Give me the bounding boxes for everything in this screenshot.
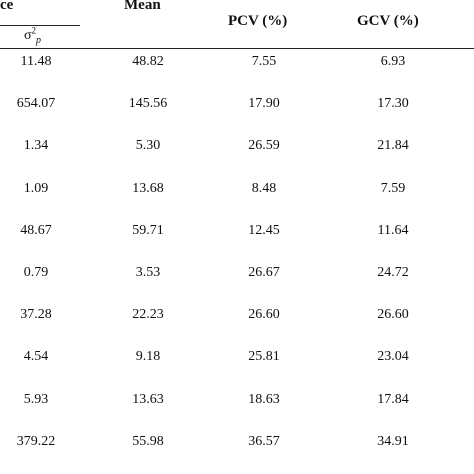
cell-variance: 4.54 xyxy=(23,349,49,364)
sigma-symbol: σ xyxy=(24,28,32,43)
cell-pcv: 8.48 xyxy=(251,181,277,196)
cell-variance: 1.34 xyxy=(23,138,49,153)
cell-variance: 1.09 xyxy=(23,181,49,196)
cell-pcv: 26.60 xyxy=(248,307,280,322)
header-sub-rule xyxy=(0,25,80,26)
cell-pcv: 12.45 xyxy=(248,223,280,238)
cell-mean: 55.98 xyxy=(132,434,164,449)
cell-variance: 37.28 xyxy=(20,307,52,322)
cell-pcv: 25.81 xyxy=(248,349,280,364)
cell-gcv: 11.64 xyxy=(377,223,409,238)
cell-mean: 13.63 xyxy=(132,392,164,407)
cell-gcv: 7.59 xyxy=(380,181,406,196)
cell-mean: 13.68 xyxy=(132,181,164,196)
cell-gcv: 21.84 xyxy=(377,138,409,153)
header-sigma-p: σ2p xyxy=(24,25,42,46)
cell-mean: 9.18 xyxy=(135,349,161,364)
cell-variance: 48.67 xyxy=(20,223,52,238)
cell-mean: 3.53 xyxy=(135,265,161,280)
cell-gcv: 34.91 xyxy=(377,434,409,449)
cell-mean: 59.71 xyxy=(132,223,164,238)
sigma-superscript: 2 xyxy=(31,25,37,36)
cell-pcv: 36.57 xyxy=(248,434,280,449)
cell-variance: 654.07 xyxy=(16,96,56,111)
header-mean: Mean xyxy=(124,0,161,13)
cell-pcv: 18.63 xyxy=(248,392,280,407)
cell-gcv: 24.72 xyxy=(377,265,409,280)
header-variance-partial: ce xyxy=(0,0,14,13)
header-bottom-rule xyxy=(0,48,474,49)
cell-mean: 48.82 xyxy=(132,54,164,69)
cell-pcv: 26.67 xyxy=(248,265,280,280)
cell-gcv: 23.04 xyxy=(377,349,409,364)
cell-gcv: 26.60 xyxy=(377,307,409,322)
cell-gcv: 6.93 xyxy=(380,54,406,69)
cell-mean: 5.30 xyxy=(135,138,161,153)
cell-gcv: 17.84 xyxy=(377,392,409,407)
cell-mean: 145.56 xyxy=(128,96,168,111)
cell-variance: 379.22 xyxy=(16,434,56,449)
sigma-subscript: p xyxy=(36,34,42,46)
cell-pcv: 7.55 xyxy=(251,54,277,69)
cell-pcv: 17.90 xyxy=(248,96,280,111)
cell-variance: 5.93 xyxy=(23,392,49,407)
header-pcv: PCV (%) xyxy=(228,13,288,29)
cell-gcv: 17.30 xyxy=(377,96,409,111)
header-gcv: GCV (%) xyxy=(357,13,419,29)
cell-variance: 11.48 xyxy=(20,54,52,69)
cell-variance: 0.79 xyxy=(23,265,49,280)
cell-pcv: 26.59 xyxy=(248,138,280,153)
cell-mean: 22.23 xyxy=(132,307,164,322)
